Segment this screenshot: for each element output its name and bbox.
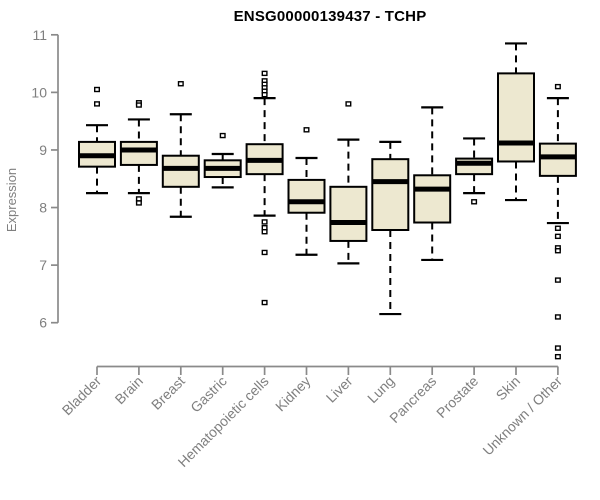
x-category-label: Prostate [433,373,481,421]
outlier-point-hematopoietic-cells [261,249,268,256]
outlier-point-unknown-other [554,314,561,320]
x-category-label: Breast [148,373,188,413]
x-category-label: Brain [112,373,146,407]
outlier-point-liver [345,101,352,107]
box-kidney [287,178,326,214]
y-tick-label: 8 [39,200,47,216]
y-tick-label: 10 [31,84,47,100]
x-category-label: Liver [323,373,356,406]
outlier-point-bladder [93,86,100,93]
x-category-label: Kidney [272,373,314,415]
box-unknown-other [538,142,577,177]
outlier-point-unknown-other [554,277,561,283]
x-category-label: Skin [493,373,524,404]
box-brain [119,140,158,166]
x-category-label: Pancreas [386,373,439,426]
outlier-point-unknown-other [554,353,561,360]
outlier-point-unknown-other [554,345,561,351]
outlier-point-brain [135,102,142,108]
y-tick-label: 11 [32,27,47,43]
x-category-label: Lung [364,373,397,406]
outlier-point-prostate [471,199,478,205]
outlier-point-unknown-other [554,225,561,231]
box-liver [329,185,368,242]
x-category-label: Bladder [59,373,105,419]
box-lung [371,158,410,231]
y-tick-label: 7 [39,257,47,273]
box-breast [161,154,200,188]
y-tick-label: 9 [39,142,47,158]
outlier-point-unknown-other [554,83,561,90]
outlier-point-hematopoietic-cells [261,299,268,306]
outlier-point-hematopoietic-cells [261,70,268,77]
box-pancreas [413,174,452,224]
y-axis-label: Expression [4,167,19,233]
outlier-point-gastric [219,132,226,139]
outlier-point-hematopoietic-cells [261,229,268,235]
outlier-point-hematopoietic-cells [261,91,268,98]
outlier-point-brain [135,200,142,206]
outlier-point-kidney [303,127,310,133]
outlier-point-unknown-other [554,248,561,254]
outlier-point-unknown-other [554,233,561,240]
box-skin [497,72,535,163]
y-tick-label: 6 [39,315,47,331]
x-category-label: Unknown / Other [479,373,565,459]
chart-title: ENSG00000139437 - TCHP [233,8,427,25]
outlier-point-breast [177,81,184,87]
outlier-point-hematopoietic-cells [261,219,268,225]
outlier-point-bladder [93,101,100,107]
